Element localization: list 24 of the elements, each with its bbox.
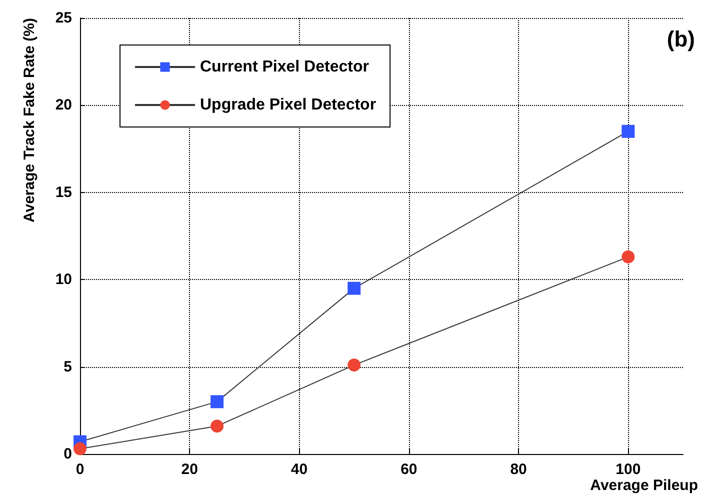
x-tick-label: 60	[400, 461, 418, 478]
y-tick-label: 25	[55, 10, 72, 26]
point	[348, 358, 361, 372]
point	[622, 124, 635, 138]
point	[348, 282, 361, 295]
y-axis-title: Average Track Fake Rate (%)	[21, 18, 38, 223]
y-tick-label: 10	[55, 271, 72, 288]
legend-label: Upgrade Pixel Detector	[200, 96, 376, 114]
x-tick-label: 40	[290, 461, 308, 478]
y-tick-label: 5	[64, 358, 72, 376]
y-tick-label: 15	[55, 184, 72, 201]
point	[210, 395, 224, 408]
legend-label: Current Pixel Detector	[200, 58, 369, 76]
x-tick-label: 100	[616, 461, 641, 478]
y-tick-label: 0	[64, 446, 72, 462]
x-tick-label: 20	[181, 461, 198, 478]
x-tick-label: 80	[510, 461, 527, 478]
annotation: (b)	[666, 26, 696, 52]
x-axis-title: Average Pileup	[590, 477, 698, 494]
point	[210, 420, 224, 433]
y-tick-label: 20	[55, 96, 72, 114]
x-tick-label: 0	[76, 461, 84, 478]
point	[622, 250, 635, 264]
point	[74, 442, 86, 456]
